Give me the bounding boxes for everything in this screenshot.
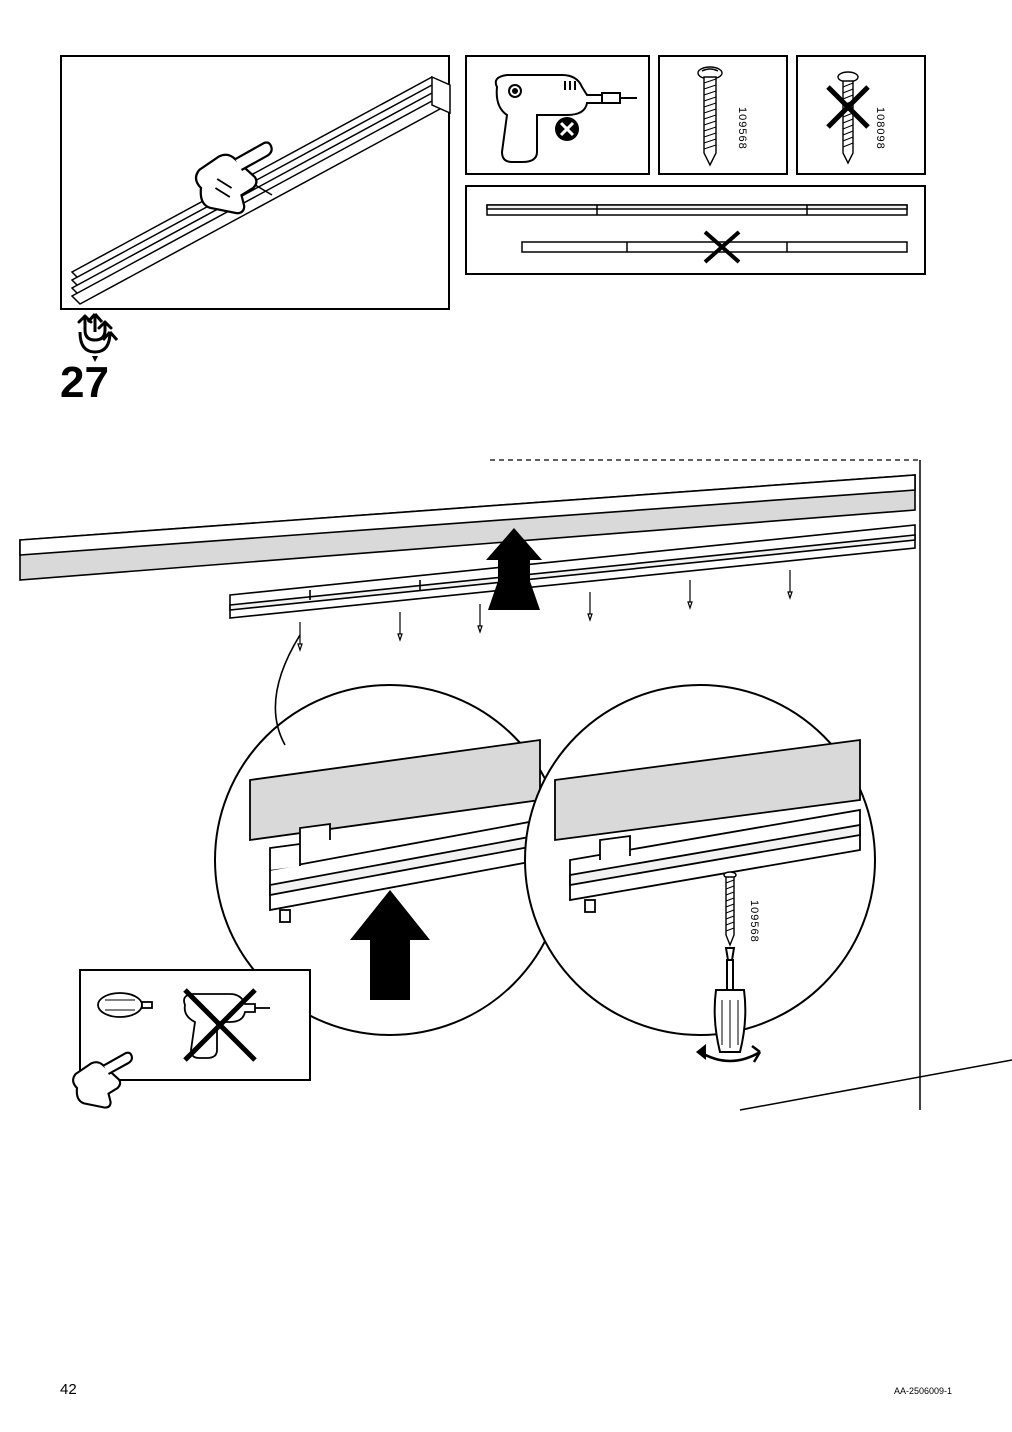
screw-correct-part: 109568 — [736, 107, 748, 150]
screw-incorrect-part: 108098 — [874, 107, 886, 150]
panel-tool-hint — [73, 970, 310, 1108]
detail-right — [525, 685, 875, 1062]
no-icon — [555, 117, 579, 141]
main-assembly-illustration — [0, 440, 1012, 1120]
panel-screw-incorrect: 108098 — [796, 55, 926, 175]
doc-code: AA-2506009-1 — [894, 1386, 952, 1396]
rails-bundle-illustration — [62, 57, 452, 312]
screw-correct-icon — [660, 57, 790, 177]
page-number: 42 — [60, 1381, 77, 1398]
detail-screw-part-label: 109568 — [748, 900, 760, 943]
twist-arrow-icon — [70, 312, 120, 362]
panel-rail-choice — [465, 185, 926, 275]
power-drill-icon — [467, 57, 652, 177]
panel-drill — [465, 55, 650, 175]
panel-screw-correct: 109568 — [658, 55, 788, 175]
screw-incorrect-icon — [798, 57, 928, 177]
step-number: 27 — [60, 358, 109, 408]
panel-rails-bundle — [60, 55, 450, 310]
rail-choice-illustration — [467, 187, 928, 277]
